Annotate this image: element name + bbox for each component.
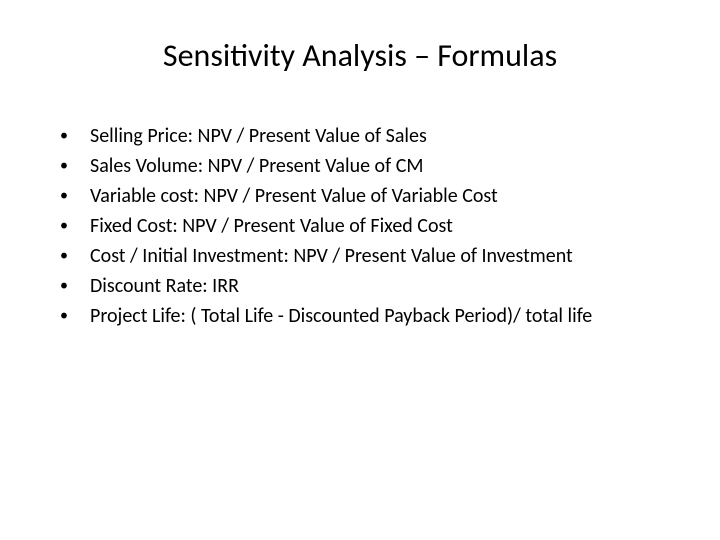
bullet-icon: • xyxy=(60,153,70,179)
bullet-icon: • xyxy=(60,273,70,299)
bullet-text: Cost / Initial Investment: NPV / Present… xyxy=(90,243,573,269)
bullet-text: Fixed Cost: NPV / Present Value of Fixed… xyxy=(90,213,453,239)
list-item: • Fixed Cost: NPV / Present Value of Fix… xyxy=(60,213,670,239)
bullet-list: • Selling Price: NPV / Present Value of … xyxy=(50,123,670,329)
list-item: • Cost / Initial Investment: NPV / Prese… xyxy=(60,243,670,269)
bullet-icon: • xyxy=(60,123,70,149)
bullet-text: Sales Volume: NPV / Present Value of CM xyxy=(90,153,424,179)
bullet-icon: • xyxy=(60,303,70,329)
bullet-icon: • xyxy=(60,213,70,239)
bullet-text: Project Life: ( Total Life - Discounted … xyxy=(90,303,592,329)
bullet-text: Discount Rate: IRR xyxy=(90,273,239,299)
slide-container: Sensitivity Analysis – Formulas • Sellin… xyxy=(0,0,720,540)
list-item: • Variable cost: NPV / Present Value of … xyxy=(60,183,670,209)
list-item: • Sales Volume: NPV / Present Value of C… xyxy=(60,153,670,179)
bullet-icon: • xyxy=(60,183,70,209)
slide-title: Sensitivity Analysis – Formulas xyxy=(50,36,670,75)
bullet-text: Variable cost: NPV / Present Value of Va… xyxy=(90,183,498,209)
list-item: • Project Life: ( Total Life - Discounte… xyxy=(60,303,670,329)
bullet-icon: • xyxy=(60,243,70,269)
list-item: • Selling Price: NPV / Present Value of … xyxy=(60,123,670,149)
bullet-text: Selling Price: NPV / Present Value of Sa… xyxy=(90,123,427,149)
list-item: • Discount Rate: IRR xyxy=(60,273,670,299)
